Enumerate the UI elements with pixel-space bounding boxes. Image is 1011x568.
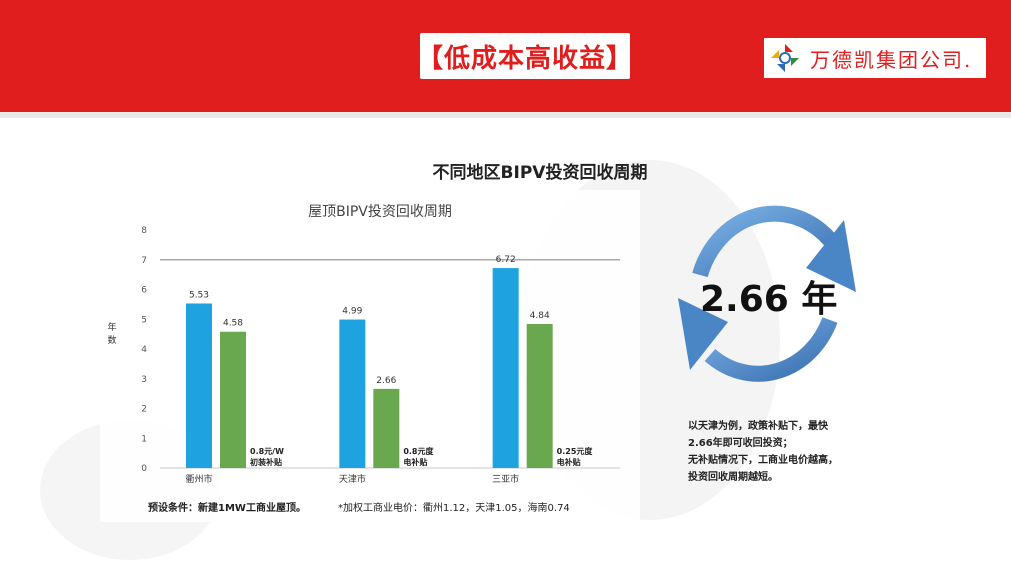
data-label: 4.84 <box>530 311 550 321</box>
page-title-box: 【低成本高收益】 <box>417 33 634 79</box>
y-tick-label: 0 <box>141 464 147 474</box>
y-tick-label: 2 <box>141 405 147 415</box>
cycle-arrows-icon <box>678 205 856 382</box>
data-label: 4.99 <box>342 307 362 317</box>
bar <box>373 388 400 468</box>
y-tick-label: 8 <box>141 226 147 236</box>
subsidy-annotation: 初装补贴 <box>250 457 282 467</box>
y-axis-label: 年 <box>107 321 116 333</box>
electricity-price-note: *加权工商业电价：衢州1.12，天津1.05，海南0.74 <box>338 503 570 514</box>
description-line: 无补贴情况下，工商业电价越高， <box>688 455 838 466</box>
bar <box>186 303 212 468</box>
bar <box>526 324 553 468</box>
y-tick-label: 7 <box>141 256 147 266</box>
y-tick-label: 5 <box>141 315 147 325</box>
description-line: 以天津为例，政策补贴下，最快 <box>688 421 828 432</box>
subsidy-annotation: 0.8元度 <box>403 446 434 456</box>
header-divider <box>0 112 1011 118</box>
company-name: 万德凯集团公司. <box>810 47 973 72</box>
data-label: 6.72 <box>496 255 516 265</box>
subsidy-annotation: 0.25元度 <box>557 446 594 456</box>
bar <box>339 319 366 468</box>
subsidy-annotation: 0.8元/W <box>250 447 284 456</box>
description-line: 投资回收周期越短。 <box>688 472 778 483</box>
y-axis-label: 数 <box>107 334 116 346</box>
company-logo-icon <box>771 44 799 72</box>
company-logo: 万德凯集团公司. <box>764 38 986 78</box>
header-bar: 【低成本高收益】 万德凯集团公司. <box>0 0 1011 112</box>
section-title: 不同地区BIPV投资回收周期 <box>432 163 648 183</box>
description-text: 以天津为例，政策补贴下，最快 2.66年即可收回投资； 无补贴情况下，工商业电价… <box>688 418 898 486</box>
y-tick-label: 4 <box>141 345 147 355</box>
bar <box>220 331 246 468</box>
y-tick-label: 1 <box>141 434 147 444</box>
y-tick-label: 3 <box>141 375 147 385</box>
payback-highlight: 2.66 年 <box>700 279 838 320</box>
x-tick-label: 衢州市 <box>185 473 212 485</box>
subsidy-annotation: 电补贴 <box>403 457 427 467</box>
x-tick-label: 天津市 <box>339 473 366 485</box>
data-label: 4.58 <box>223 319 243 329</box>
description-line: 2.66年即可收回投资； <box>688 438 793 449</box>
data-label: 5.53 <box>189 290 209 300</box>
bar <box>492 268 519 468</box>
subsidy-annotation: 电补贴 <box>557 457 581 467</box>
y-tick-label: 6 <box>141 286 147 296</box>
chart-title: 屋顶BIPV投资回收周期 <box>308 204 452 220</box>
data-label: 2.66 <box>376 376 396 386</box>
page-title: 【低成本高收益】 <box>417 43 634 74</box>
x-tick-label: 三亚市 <box>492 473 519 485</box>
chart-panel: 屋顶BIPV投资回收周期年数 0 1 2 3 4 5 6 7 8 5.53 4.58 衢州市 0.8元/W… <box>100 190 640 522</box>
precondition-note: 预设条件：新建1MW工商业屋顶。 <box>148 503 306 514</box>
